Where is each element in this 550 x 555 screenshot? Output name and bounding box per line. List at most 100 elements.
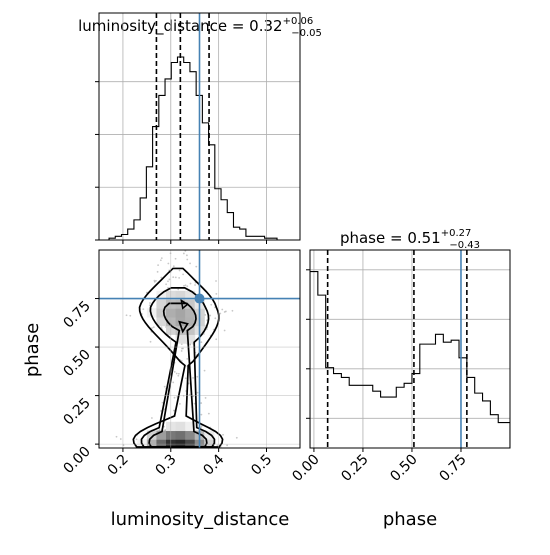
frame-joint (98, 249, 301, 449)
density-block (185, 421, 196, 432)
x-tick-label-ld: 0.2 (105, 452, 132, 479)
sample-point (183, 284, 185, 287)
y-tick-label-phase: 0.75 (60, 298, 93, 331)
sample-point (182, 273, 185, 276)
sample-point (148, 304, 151, 307)
sample-point (180, 360, 183, 362)
x-tick-label-phase: 0.00 (289, 452, 322, 485)
sample-point (161, 401, 164, 404)
density-block (185, 316, 196, 327)
sample-point (214, 317, 217, 320)
x-tick-label-phase: 0.25 (338, 452, 371, 485)
density-block (175, 334, 186, 344)
density-block (185, 430, 196, 440)
title-ld-main: luminosity_distance = 0.32 (78, 17, 282, 36)
sample-point (167, 280, 169, 283)
sample-point (172, 265, 175, 268)
density-block (204, 430, 215, 440)
density-block (185, 299, 196, 309)
sample-point (223, 311, 226, 313)
density-block (185, 308, 196, 318)
sample-point (174, 257, 177, 260)
density-block (185, 325, 196, 335)
density-block (156, 430, 167, 440)
y-tick-label-phase: 0.50 (60, 347, 93, 380)
sample-point (184, 377, 187, 380)
density-block (156, 316, 167, 327)
density-block (156, 290, 167, 300)
frame-phase (309, 249, 511, 449)
density-block (175, 325, 186, 335)
sample-point (155, 279, 157, 282)
sample-point (158, 429, 161, 431)
sample-point (193, 402, 196, 405)
x-tick-label-ld: 0.5 (248, 452, 275, 479)
sample-point (151, 327, 154, 329)
density-block (185, 334, 196, 344)
x-tick-label-phase: 0.75 (436, 452, 469, 485)
title-ld-sub: −0.05 (291, 28, 322, 39)
density-block (185, 290, 196, 300)
density-block (175, 290, 186, 300)
joint-density-panel: 0.2 0.3 0.4 0.5 0.00 0.25 0.50 0.75 (60, 249, 301, 479)
sample-point (177, 288, 180, 291)
sample-point (194, 284, 196, 286)
sample-point (184, 284, 187, 287)
sample-point (204, 397, 207, 399)
sample-point (182, 252, 185, 255)
histogram-bars-ld (99, 56, 298, 240)
sample-point (209, 314, 212, 317)
sample-point (165, 283, 168, 286)
sample-point (149, 340, 152, 343)
sample-point (186, 258, 189, 261)
sample-point (231, 309, 234, 312)
density-block (175, 439, 186, 448)
sample-point (188, 393, 191, 396)
sample-point (115, 435, 118, 438)
y-tick-label-phase: 0.00 (60, 444, 93, 477)
sample-point (223, 329, 226, 332)
sample-point (180, 343, 183, 346)
sample-point (189, 282, 192, 285)
sample-point (173, 396, 176, 399)
histogram-step-phase (310, 271, 510, 448)
title-luminosity-distance: luminosity_distance = 0.32+0.06 −0.05 (78, 16, 322, 39)
title-phase: phase = 0.51+0.27 −0.43 (340, 228, 480, 251)
sample-point (195, 265, 198, 268)
sample-point (215, 292, 218, 295)
density-block (175, 421, 186, 432)
sample-point (119, 438, 122, 440)
sample-point (192, 377, 195, 379)
sample-point (200, 413, 203, 416)
contour-peak-upper (178, 320, 189, 334)
sample-point (157, 264, 160, 267)
sample-point (164, 428, 167, 431)
joint-content (115, 250, 238, 448)
sample-point (189, 262, 191, 265)
sample-point (125, 314, 128, 317)
sample-point (200, 341, 203, 344)
sample-point (178, 276, 181, 279)
density-block (146, 308, 157, 318)
x-tick-label-ld: 0.4 (200, 451, 227, 478)
sample-point (167, 262, 170, 265)
sample-point (215, 280, 217, 282)
sample-point (142, 308, 145, 311)
sample-point (235, 436, 238, 439)
sample-point (163, 385, 166, 388)
sample-point (175, 372, 178, 375)
y-axis-label-phase: phase (22, 323, 43, 377)
density-block (156, 439, 167, 448)
sample-point (149, 302, 151, 304)
histogram-step-ld (99, 56, 298, 240)
sample-point (172, 381, 175, 384)
density-block (156, 308, 167, 318)
sample-point (215, 338, 218, 341)
sample-point (150, 417, 153, 419)
sample-point (177, 372, 180, 375)
frame-ld (98, 12, 301, 241)
sample-point (219, 312, 222, 315)
sample-point (152, 326, 155, 329)
